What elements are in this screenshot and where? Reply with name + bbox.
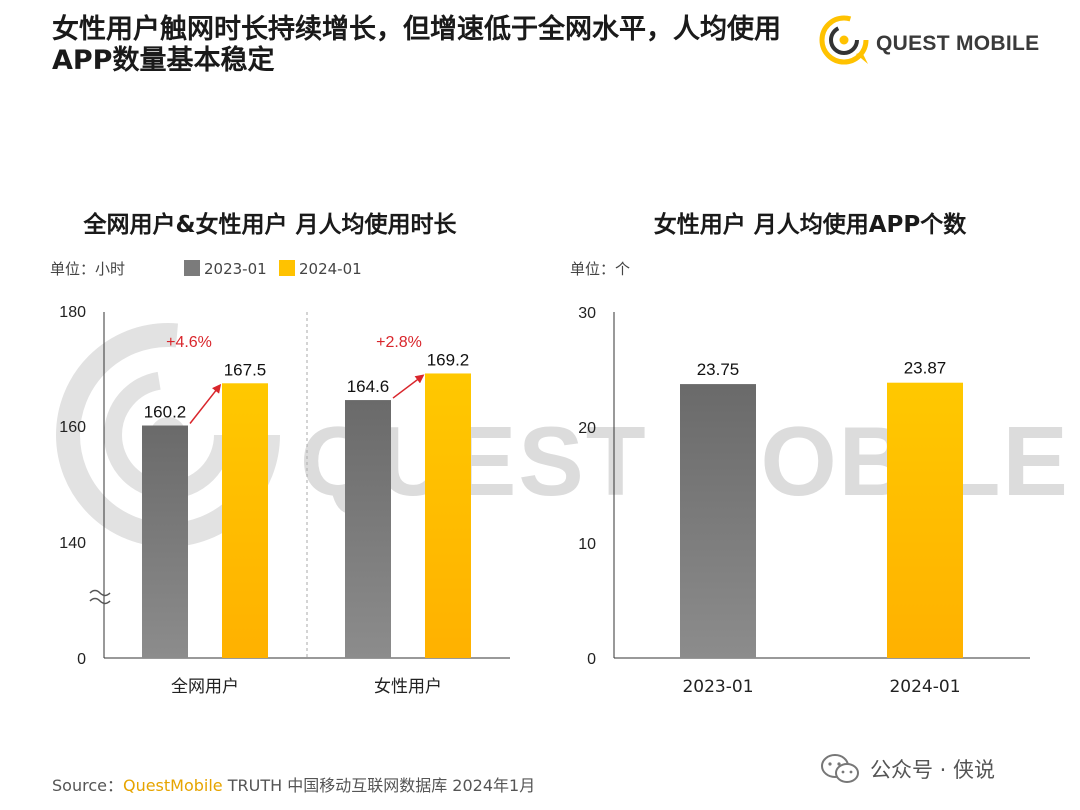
page-title: 女性用户触网时长持续增长，但增速低于全网水平，人均使用APP数量基本稳定 xyxy=(52,14,781,76)
c2-ytick-1: 20 xyxy=(578,420,596,437)
c1-bar-allusers-2023 xyxy=(142,425,188,658)
c1-ytick-3: 0 xyxy=(77,651,86,668)
chart2-unit: 单位：个 xyxy=(570,260,630,278)
wechat-account: 公众号 · 侠说 xyxy=(820,752,995,786)
c1-category-allusers: 全网用户 xyxy=(171,677,239,697)
c1-growth-female: +2.8% xyxy=(376,334,422,351)
legend-label-2023: 2023-01 xyxy=(204,260,267,278)
source-note: Source：QuestMobile TRUTH 中国移动互联网数据库 2024… xyxy=(52,772,535,796)
legend-label-2024: 2024-01 xyxy=(299,260,362,278)
c2-category-2023: 2023-01 xyxy=(682,677,753,697)
c2-ytick-0: 30 xyxy=(578,305,596,322)
c1-category-female: 女性用户 xyxy=(374,677,442,697)
c1-growth-allusers: +4.6% xyxy=(166,334,212,351)
source-rest: TRUTH 中国移动互联网数据库 2024年1月 xyxy=(222,776,536,795)
c1-bar-female-2024 xyxy=(425,373,471,658)
chart1-title: 全网用户&女性用户 月人均使用时长 xyxy=(82,211,457,238)
quest-mobile-logo-icon xyxy=(819,15,869,65)
c1-label-allusers-2023: 160.2 xyxy=(144,403,187,422)
legend-swatch-2023 xyxy=(184,260,200,276)
c1-ytick-0: 180 xyxy=(59,304,86,321)
wechat-icon xyxy=(821,754,859,783)
c1-ytick-1: 160 xyxy=(59,419,86,436)
source-prefix: Source： xyxy=(52,776,123,795)
c1-growth-arrow-allusers xyxy=(189,383,222,424)
c1-growth-arrow-female xyxy=(392,374,425,399)
c1-label-female-2023: 164.6 xyxy=(347,377,390,396)
c1-bar-allusers-2024 xyxy=(222,383,268,658)
c2-label-2024: 23.87 xyxy=(904,359,947,378)
wechat-label: 公众号 · 侠说 xyxy=(870,758,996,782)
legend-swatch-2024 xyxy=(279,260,295,276)
c1-label-allusers-2024: 167.5 xyxy=(224,360,267,379)
brand-logo: QUEST MOBILE xyxy=(818,12,1058,72)
c2-ytick-3: 0 xyxy=(587,651,596,668)
c2-category-2024: 2024-01 xyxy=(889,677,960,697)
c1-ytick-2: 140 xyxy=(59,535,86,552)
c1-bar-female-2023 xyxy=(345,400,391,658)
source-brand: QuestMobile xyxy=(122,776,223,795)
axis-break-icon xyxy=(89,589,111,605)
chart2-title: 女性用户 月人均使用APP个数 xyxy=(654,211,968,238)
brand-name: QUEST MOBILE xyxy=(876,32,1040,55)
c2-bar-2024 xyxy=(887,382,963,658)
c2-ytick-2: 10 xyxy=(578,536,596,553)
c2-bar-2023 xyxy=(680,384,756,658)
c1-label-female-2024: 169.2 xyxy=(427,350,470,369)
chart1-unit: 单位：小时 xyxy=(50,260,125,278)
c2-label-2023: 23.75 xyxy=(697,360,740,379)
